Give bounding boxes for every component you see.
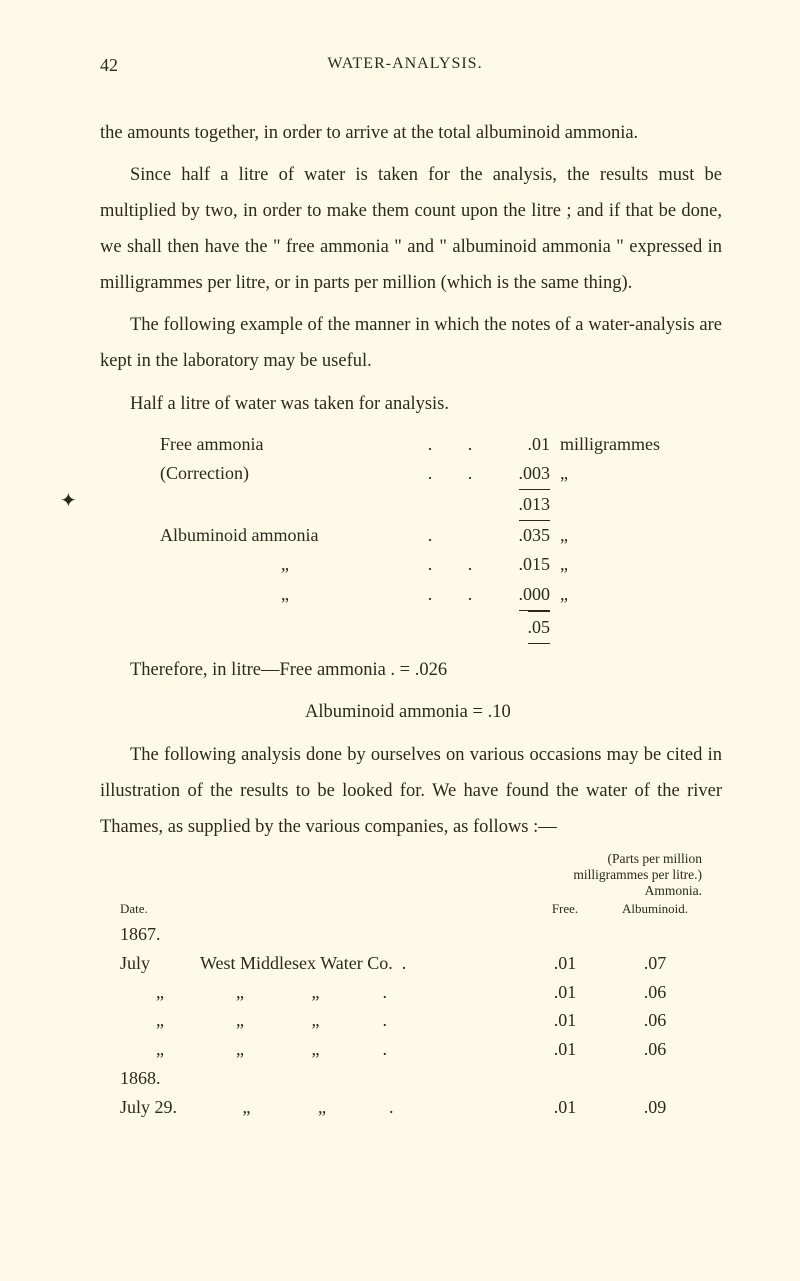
recipe-unit: „ <box>560 521 568 551</box>
recipe-row-3: .013 <box>160 490 722 521</box>
recipe-value: .013 <box>490 490 550 521</box>
table-row: „ „ „ . .01 .06 <box>120 978 722 1007</box>
table-row: July 29. „ „ . .01 .09 <box>120 1093 722 1122</box>
page-header: 42 WATER-ANALYSIS. <box>100 48 722 83</box>
recipe-row-2: (Correction) . . .003 „ <box>160 459 722 490</box>
page: 42 WATER-ANALYSIS. the amounts together,… <box>0 0 800 1162</box>
recipe-row-4: Albuminoid ammonia . .035 „ <box>160 521 722 551</box>
paragraph-4: Half a litre of water was taken for anal… <box>100 386 722 422</box>
paragraph-5: The following analysis done by ourselves… <box>100 737 722 845</box>
recipe-value: .035 <box>490 521 550 551</box>
recipe-value: .003 <box>490 459 550 490</box>
table-head: Date. Free. Albuminoid. <box>120 899 722 920</box>
table-note: (Parts per million milligrammes per litr… <box>100 851 702 900</box>
recipe-unit: „ <box>560 550 568 580</box>
recipe-row-5: „ . . .015 „ <box>160 550 722 580</box>
col-albuminoid: Albuminoid. <box>610 899 700 920</box>
table-row: July West Middlesex Water Co. . .01 .07 <box>120 949 722 978</box>
col-free: Free. <box>520 899 610 920</box>
recipe-unit: „ <box>560 580 568 610</box>
table-row: „ „ „ . .01 .06 <box>120 1006 722 1035</box>
paragraph-2: Since half a litre of water is taken for… <box>100 157 722 301</box>
recipe-value: .000 <box>490 580 550 611</box>
recipe-block: Free ammonia . . .01 milligrammes (Corre… <box>160 430 722 645</box>
recipe-row-7: .05 <box>160 611 722 645</box>
recipe-label: Free ammonia <box>160 430 410 460</box>
recipe-label: „ <box>160 550 410 580</box>
recipe-value: .015 <box>490 550 550 580</box>
recipe-unit: „ <box>560 459 568 489</box>
recipe-label: „ <box>160 580 410 610</box>
recipe-label: (Correction) <box>160 459 410 489</box>
recipe-unit: milligrammes <box>560 430 660 460</box>
running-title: WATER-ANALYSIS. <box>327 48 482 83</box>
recipe-label: Albuminoid ammonia <box>160 521 410 551</box>
data-table: Date. Free. Albuminoid. 1867. July West … <box>120 899 722 1121</box>
recipe-row-6: „ . . .000 „ <box>160 580 722 611</box>
page-number: 42 <box>100 48 118 83</box>
recipe-row-1: Free ammonia . . .01 milligrammes <box>160 430 722 460</box>
col-date: Date. <box>120 899 200 920</box>
recipe-value: .05 <box>490 611 550 645</box>
recipe-value: .01 <box>490 430 550 460</box>
therefore-line-2: Albuminoid ammonia = .10 <box>305 694 722 730</box>
table-row: „ „ „ . .01 .06 <box>120 1035 722 1064</box>
therefore-line-1: Therefore, in litre—Free ammonia . = .02… <box>100 652 722 688</box>
table-row: 1867. <box>120 920 722 949</box>
paragraph-1: the amounts together, in order to arrive… <box>100 115 722 151</box>
paragraph-3: The following example of the manner in w… <box>100 307 722 379</box>
table-row: 1868. <box>120 1064 722 1093</box>
margin-mark-icon: ✦ <box>60 488 77 513</box>
